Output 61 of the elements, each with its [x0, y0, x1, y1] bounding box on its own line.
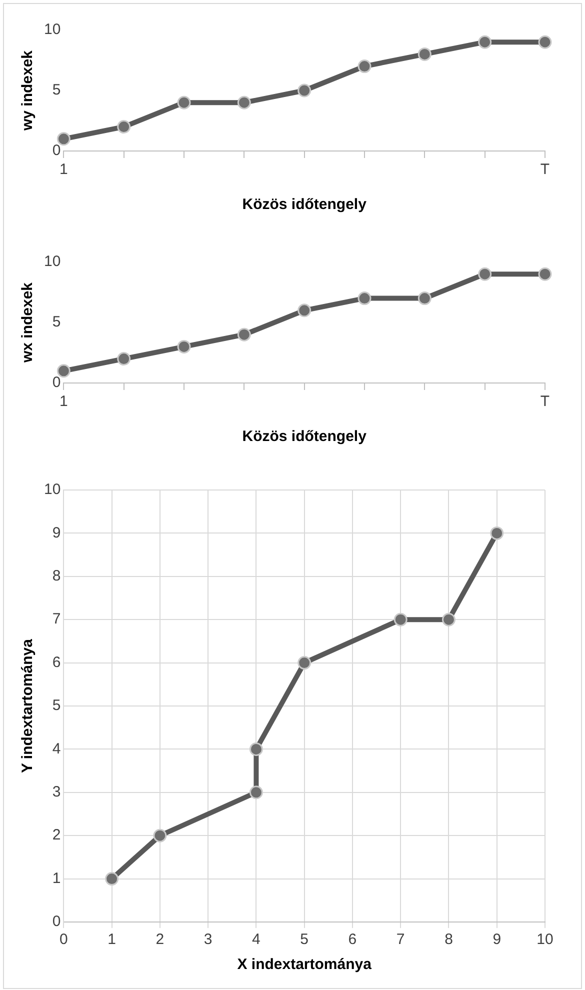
point [237, 96, 251, 110]
y-tick-label: 4 [52, 740, 61, 758]
point [117, 120, 131, 134]
x-tick-label: 4 [252, 931, 260, 948]
point [177, 96, 191, 110]
y-tick-label: 2 [52, 826, 61, 844]
y-tick-label: 10 [44, 253, 61, 270]
point [298, 84, 312, 98]
x-tick-label: T [540, 393, 550, 410]
point [394, 612, 408, 626]
y-axis-title: Y indextartománya [19, 638, 36, 773]
y-tick-label: 6 [52, 654, 61, 671]
y-tick-label: 10 [44, 481, 61, 498]
point [538, 267, 552, 281]
y-tick-label: 0 [52, 142, 61, 160]
y-tick-label: 8 [52, 568, 61, 585]
x-tick-label: 10 [536, 931, 554, 948]
point [298, 304, 312, 318]
point [442, 612, 456, 626]
x-tick-label: 2 [156, 931, 164, 948]
point [105, 872, 119, 886]
point [538, 35, 552, 49]
point [117, 352, 131, 366]
point [490, 526, 504, 540]
x-tick-label: 9 [492, 931, 502, 948]
x-tick-label: 7 [396, 931, 405, 948]
point [177, 340, 191, 354]
y-tick-label: 9 [52, 524, 61, 542]
point [56, 132, 70, 146]
x-tick-label: 8 [444, 931, 453, 948]
y-axis-title: wx indexek [19, 282, 36, 364]
point [298, 656, 312, 670]
point [358, 60, 372, 74]
y-tick-label: 1 [52, 870, 61, 887]
point [478, 35, 492, 49]
point [56, 364, 70, 378]
y-tick-label: 3 [52, 784, 61, 801]
y-tick-label: 7 [52, 610, 61, 628]
point [358, 292, 372, 306]
x-axis-title: X indextartománya [237, 956, 372, 974]
point [237, 328, 251, 342]
y-tick-label: 0 [52, 913, 61, 930]
point [418, 47, 432, 61]
y-tick-label: 5 [52, 697, 61, 714]
x-tick-label: T [540, 161, 550, 178]
x-tick-label: 3 [204, 931, 212, 948]
y-tick-label: 5 [52, 314, 61, 331]
x-axis-title: Közös időtengely [242, 428, 368, 446]
x-tick-label: 5 [300, 931, 309, 948]
y-axis-title: wy indexek [19, 50, 36, 132]
point [249, 786, 263, 800]
point [153, 828, 167, 842]
point [249, 742, 263, 756]
y-tick-label: 5 [52, 82, 61, 99]
y-tick-label: 10 [44, 21, 61, 38]
x-tick-label: 1 [108, 931, 116, 948]
point [478, 267, 492, 281]
point [418, 292, 432, 306]
y-tick-label: 0 [52, 374, 61, 392]
x-axis-title: Közös időtengely [242, 196, 368, 214]
x-tick-label: 6 [348, 931, 357, 948]
